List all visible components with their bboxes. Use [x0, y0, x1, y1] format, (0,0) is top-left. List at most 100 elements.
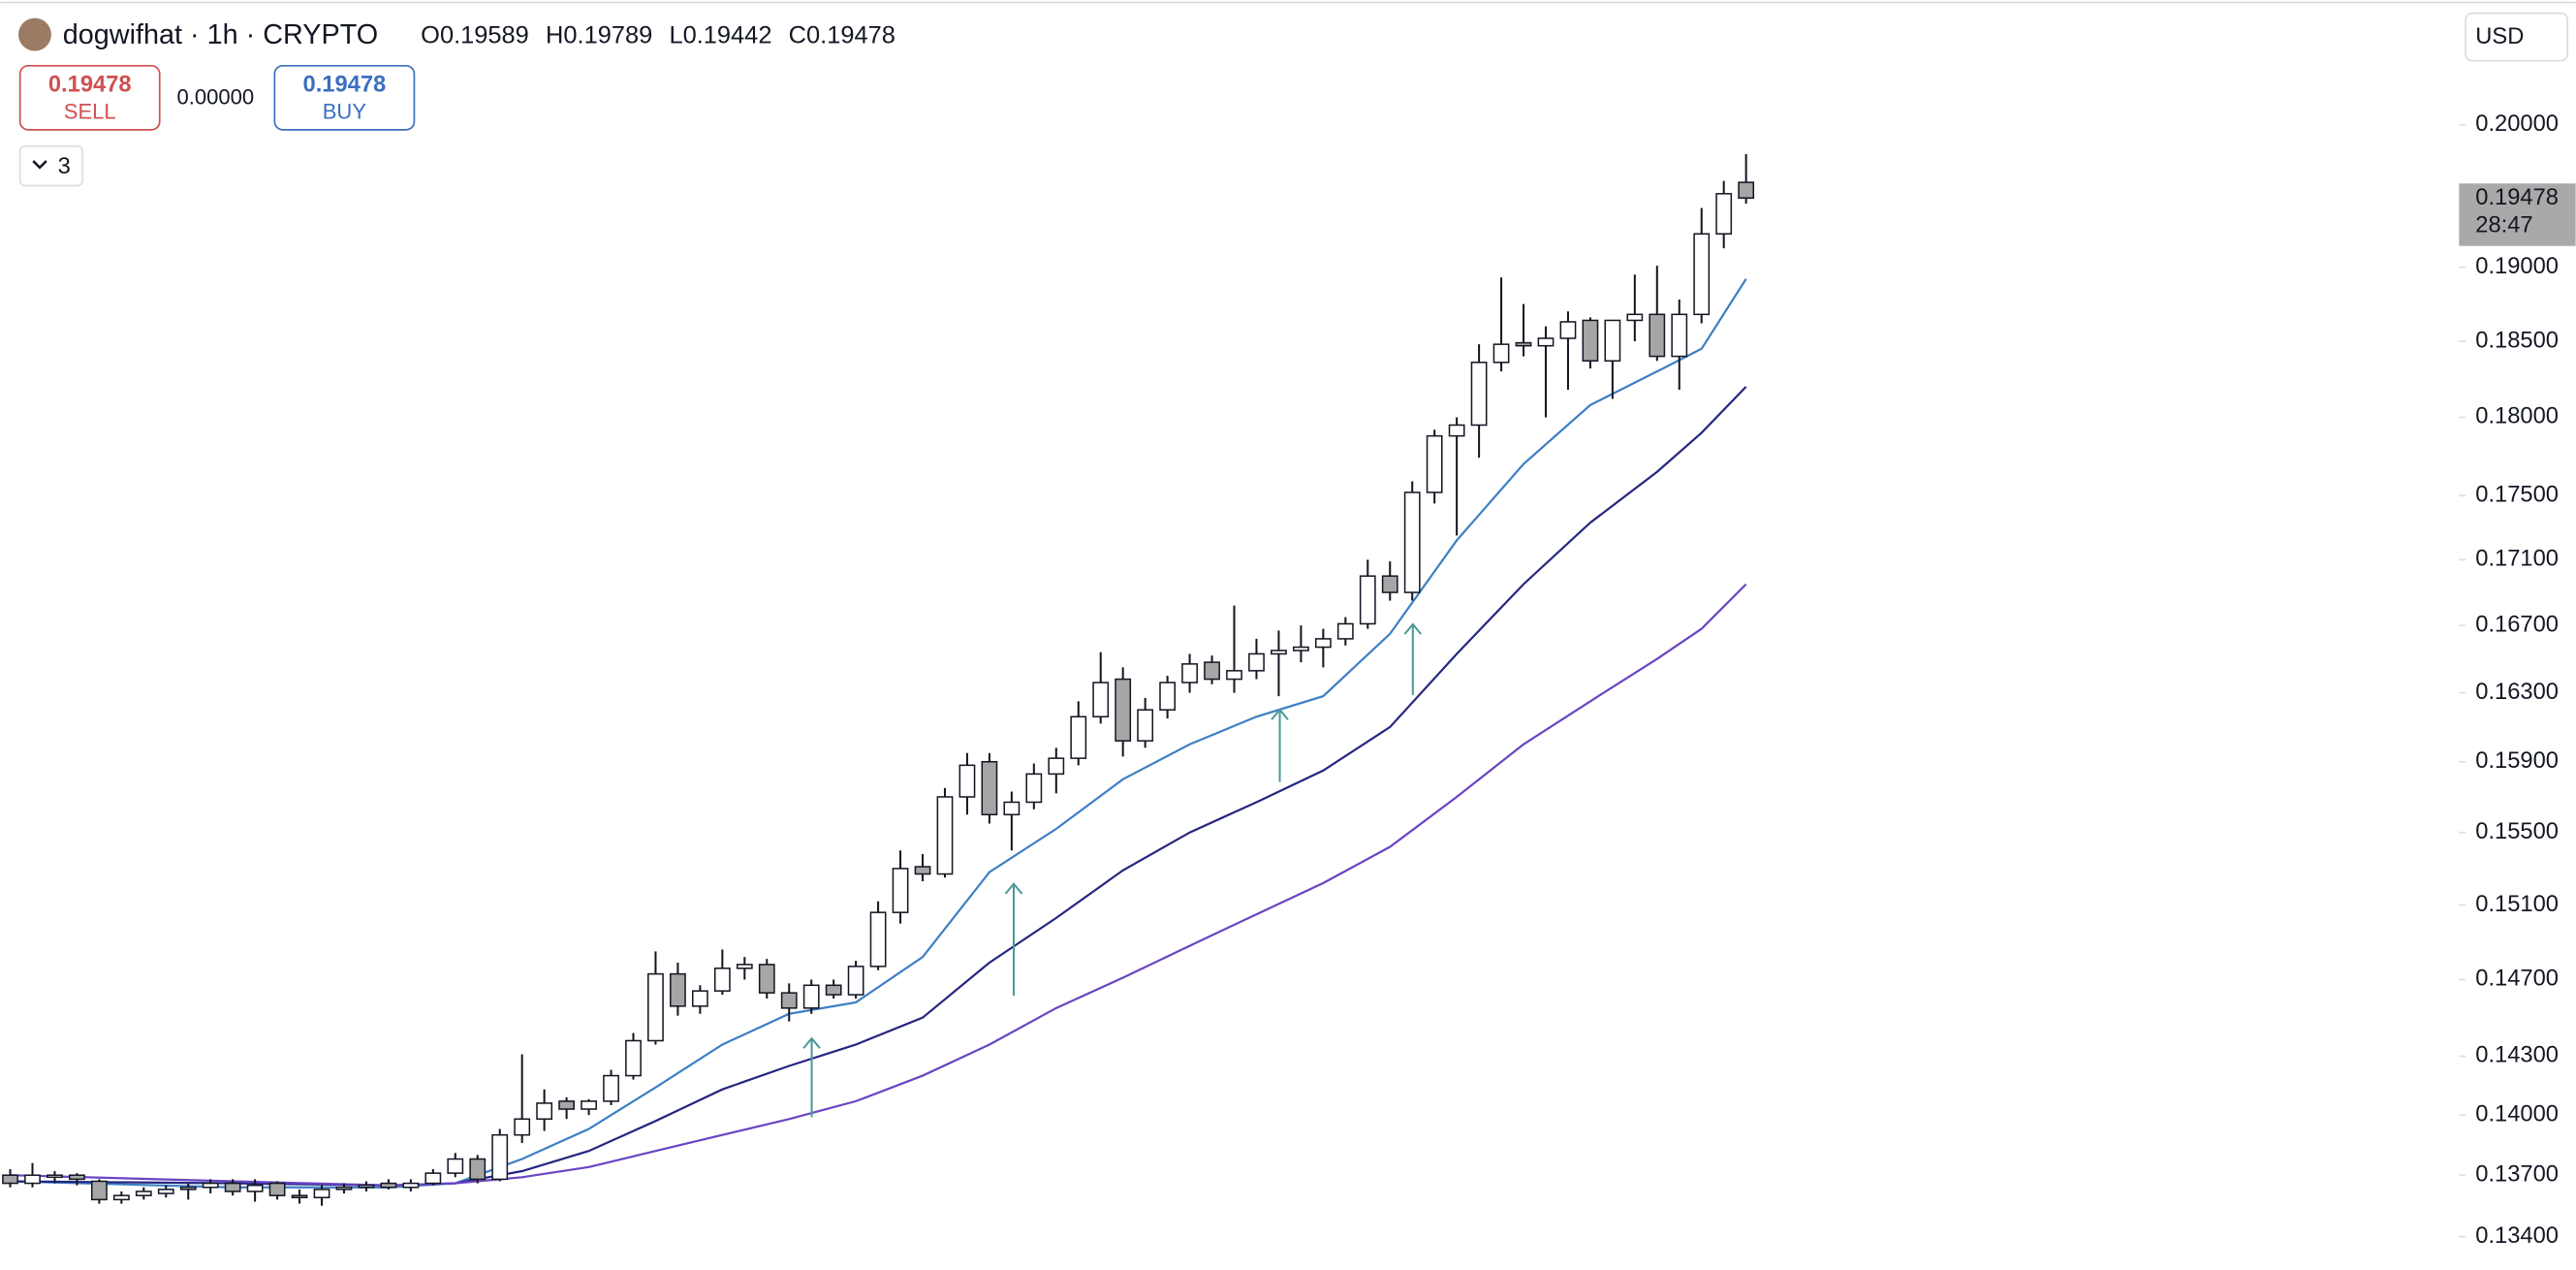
candle-body [1470, 362, 1488, 427]
candle-body [1159, 682, 1176, 711]
y-tick-label: 0.13400 [2475, 1223, 2559, 1249]
candle-body [469, 1158, 487, 1181]
candle-body [224, 1182, 241, 1192]
y-tick-label: 0.14300 [2475, 1043, 2559, 1068]
candle-body [581, 1100, 597, 1110]
y-tick-label: 0.20000 [2475, 111, 2559, 137]
candle-body [1492, 343, 1510, 364]
candle-body [1137, 709, 1154, 742]
candle-body [69, 1174, 85, 1181]
candle-body [780, 992, 798, 1009]
y-tick-label: 0.17100 [2475, 547, 2559, 572]
candle-body [1403, 492, 1421, 593]
symbol-icon [18, 17, 51, 51]
candle-body [981, 760, 998, 816]
candle-body [625, 1039, 642, 1077]
symbol-title: dogwifhat · 1h · CRYPTO [63, 19, 378, 50]
candle-body [358, 1184, 375, 1189]
candle-body [424, 1172, 442, 1185]
ohlc-value: 0.19789 [563, 21, 652, 48]
candle-body [1515, 341, 1532, 347]
candle-body [958, 764, 976, 798]
candle-body [112, 1194, 130, 1201]
y-tick-label: 0.15500 [2475, 819, 2559, 844]
y-tick-label: 0.19000 [2475, 254, 2559, 279]
y-tick-label: 0.14000 [2475, 1101, 2559, 1127]
candle-body [1715, 193, 1733, 235]
candle-body [202, 1182, 219, 1189]
candle-body [847, 966, 864, 996]
ohlc-label: L [669, 21, 682, 48]
indicator-count: 3 [58, 154, 71, 179]
candle-body [1070, 715, 1087, 759]
candle-body [1204, 661, 1220, 681]
y-tick-label: 0.15900 [2475, 748, 2559, 774]
buy-price: 0.19478 [303, 72, 387, 97]
candle-body [1537, 337, 1555, 347]
candle-body [1336, 622, 1354, 640]
candle-body [514, 1118, 531, 1136]
arrows [802, 622, 1423, 1118]
indicator-toggle[interactable] [18, 144, 83, 187]
candle-body [246, 1184, 264, 1192]
candle-body [1649, 313, 1666, 358]
y-tick-label: 0.13700 [2475, 1161, 2559, 1187]
candle-body [892, 868, 909, 913]
ohlc-label: O [421, 21, 440, 48]
candle-body [380, 1182, 397, 1189]
y-tick-label: 0.18500 [2475, 328, 2559, 353]
sell-button[interactable] [18, 64, 161, 131]
ohlc-value: 0.19478 [806, 21, 895, 48]
candle-body [1738, 181, 1755, 199]
last-price: 0.19478 [2475, 185, 2559, 210]
moving-average [10, 583, 1747, 1187]
last-price-box [2459, 183, 2576, 246]
candle-body [24, 1174, 41, 1185]
ohlc-label: H [546, 21, 563, 48]
candle-body [1226, 670, 1242, 681]
candle-body [1092, 682, 1110, 718]
spread: 0.00000 [177, 84, 255, 109]
candle-body [825, 984, 842, 996]
moving-average [10, 386, 1747, 1187]
candle-body [758, 964, 775, 994]
y-tick-label: 0.15100 [2475, 892, 2559, 917]
candle-body [1448, 424, 1465, 437]
candle-body [268, 1182, 286, 1196]
candle-body [1693, 233, 1711, 316]
candle-body [335, 1187, 353, 1191]
candle-body [1115, 678, 1132, 742]
candle-body [1359, 575, 1376, 625]
y-tick-label: 0.17500 [2475, 482, 2559, 507]
candle-body [1314, 638, 1332, 649]
candle-body [2, 1174, 18, 1185]
candle-body [869, 911, 887, 968]
candle-body [1626, 313, 1644, 322]
candle-body [313, 1189, 330, 1199]
candle-body [157, 1189, 174, 1194]
candle-body [647, 972, 664, 1042]
buy-label: BUY [323, 100, 367, 124]
y-tick-label: 0.16300 [2475, 680, 2559, 705]
candle-body [1048, 757, 1065, 776]
currency-button[interactable] [2465, 12, 2569, 62]
candle-body [1559, 321, 1577, 339]
candle-body [670, 972, 686, 1007]
countdown: 28:47 [2475, 213, 2532, 238]
candle-body [491, 1133, 509, 1181]
chevron [32, 160, 47, 170]
candle-body [1025, 773, 1043, 804]
candle-body [1604, 319, 1621, 362]
ohlc-readout: O0.19589 H0.19789 L0.19442 C0.19478 [421, 21, 895, 48]
sell-label: SELL [64, 100, 116, 124]
candle-body [936, 796, 954, 875]
y-tick-label: 0.14700 [2475, 967, 2559, 992]
candle-body [536, 1102, 553, 1121]
buy-button[interactable] [273, 64, 416, 131]
candle-body [1181, 663, 1198, 683]
currency: USD [2475, 24, 2524, 49]
y-tick-label: 0.16700 [2475, 612, 2559, 637]
candle-body [90, 1180, 108, 1201]
candle-body [914, 866, 931, 875]
